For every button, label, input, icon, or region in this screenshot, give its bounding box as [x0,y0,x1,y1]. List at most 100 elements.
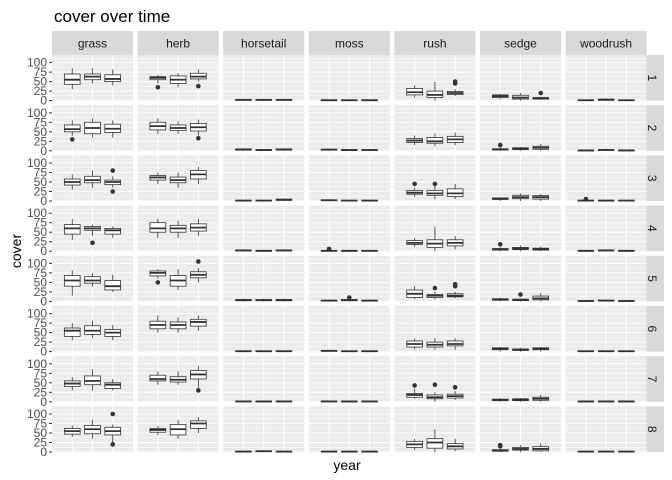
y-tick-label-5-0: 0 [40,294,47,308]
strip-label-sedge: sedge [504,37,537,51]
y-tick-label-7-50: 50 [34,376,48,390]
outlier-rush-7-1-0 [432,382,438,388]
y-tick-label-4-25: 25 [34,235,48,249]
outlier-sedge-1-2-0 [538,90,544,96]
y-tick-label-8-100: 100 [27,407,47,421]
outlier-woodrush-3-0-0 [583,196,589,202]
y-tick-label-5-100: 100 [27,256,47,270]
row-strip-label-5: 5 [645,275,659,282]
outlier-rush-5-1-0 [432,285,438,291]
y-axis-title: cover [8,234,24,269]
outlier-sedge-5-1-0 [518,292,523,297]
y-tick-label-2-100: 100 [27,106,47,120]
panels-layer: grass herb horsetail moss rush sedge woodrush 1… [27,31,664,459]
y-tick-label-4-75: 75 [34,216,48,230]
y-tick-label-5-50: 50 [34,275,48,289]
strip-woodrush [565,31,647,55]
y-tick-label-4-0: 0 [40,244,47,258]
strip-label-rush: rush [423,37,446,51]
outlier-moss-5-1-0 [347,295,352,300]
y-tick-label-8-0: 0 [40,445,47,459]
strip-grass [52,31,133,55]
strip-label-horsetail: horsetail [241,37,286,51]
outlier-sedge-8-0-1 [497,442,503,448]
y-tick-label-8-25: 25 [34,436,48,450]
outlier-rush-5-2-1 [452,282,458,287]
outlier-grass-8-2-1 [110,411,116,417]
y-tick-label-1-0: 0 [40,94,47,108]
outlier-grass-8-2-0 [110,442,116,447]
y-tick-label-8-50: 50 [34,426,48,440]
y-tick-label-5-75: 75 [34,266,48,280]
box-grass-6-0 [63,327,81,337]
y-tick-label-2-75: 75 [34,115,48,129]
y-tick-label-1-50: 50 [34,75,48,89]
y-tick-label-3-100: 100 [27,156,47,170]
box-herb-4-0 [149,222,167,233]
strip-moss [308,31,390,55]
outlier-herb-1-2-0 [196,83,201,89]
outlier-rush-7-2-0 [452,385,458,390]
outlier-moss-4-0-0 [326,246,332,252]
y-tick-label-2-50: 50 [34,125,48,139]
y-tick-label-7-100: 100 [27,357,47,371]
row-strip-label-4: 4 [645,225,659,232]
box-grass-7-2 [104,382,122,389]
row-strip-label-3: 3 [645,175,659,182]
strip-label-grass: grass [78,37,107,51]
outlier-rush-7-0-0 [412,383,417,388]
outlier-grass-4-1-0 [90,240,95,246]
y-tick-label-1-100: 100 [27,56,47,70]
y-tick-label-7-75: 75 [34,366,48,380]
y-tick-label-3-0: 0 [40,194,47,208]
outlier-sedge-2-0-0 [497,142,503,148]
y-tick-label-6-0: 0 [40,345,47,359]
outlier-herb-7-2-0 [196,388,201,393]
y-tick-label-6-75: 75 [34,316,48,330]
x-axis-title: year [333,457,361,473]
box-grass-5-2 [104,280,122,291]
strip-label-moss: moss [335,37,364,51]
y-tick-label-4-50: 50 [34,225,48,239]
y-tick-label-7-25: 25 [34,385,48,399]
box-rush-2-1 [426,137,444,144]
row-strip-label-1: 1 [645,74,659,81]
y-tick-label-7-0: 0 [40,395,47,409]
strip-sedge [480,31,561,55]
y-tick-label-6-50: 50 [34,326,48,340]
strip-label-woodrush: woodrush [579,37,632,51]
strip-horsetail [223,31,305,55]
box-rush-8-1 [426,438,444,449]
y-tick-label-4-100: 100 [27,206,47,220]
y-tick-label-3-25: 25 [34,185,48,199]
box-grass-4-0 [63,224,81,235]
strip-herb [137,31,219,55]
strip-label-herb: herb [166,37,190,51]
outlier-rush-1-2-1 [452,79,458,84]
y-tick-label-2-0: 0 [40,144,47,158]
y-tick-label-1-75: 75 [34,65,48,79]
box-grass-4-2 [104,227,122,235]
y-tick-label-2-25: 25 [34,134,48,148]
outlier-grass-3-2-1 [110,168,116,173]
box-herb-7-0 [149,374,167,382]
row-strip-label-8: 8 [645,426,659,433]
y-tick-label-1-25: 25 [34,84,48,98]
y-tick-label-3-75: 75 [34,166,48,180]
y-tick-label-3-50: 50 [34,175,48,189]
outlier-sedge-4-0-0 [497,242,503,247]
row-strip-label-6: 6 [645,325,659,332]
y-tick-label-6-25: 25 [34,335,48,349]
chart-title: cover over time [54,7,170,26]
row-strip-label-7: 7 [645,376,659,383]
outlier-herb-5-0-0 [155,280,161,285]
strip-rush [394,31,476,55]
outlier-grass-2-0-0 [69,137,75,142]
row-strip-label-2: 2 [645,125,659,132]
y-tick-label-8-75: 75 [34,417,48,431]
box-herb-8-2 [190,420,207,429]
outlier-rush-3-1-0 [432,181,438,187]
outlier-herb-1-0-0 [155,85,161,90]
y-tick-label-5-25: 25 [34,285,48,299]
